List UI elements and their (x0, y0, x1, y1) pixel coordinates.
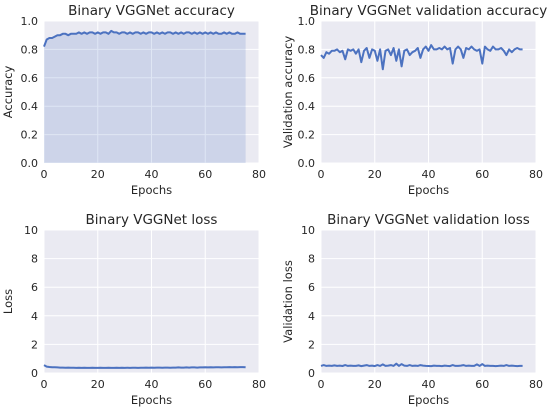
y-tick-label: 0.0 (298, 157, 316, 170)
y-tick-label: 0.0 (21, 157, 39, 170)
x-tick-label: 20 (368, 378, 382, 391)
x-tick-label: 40 (422, 378, 436, 391)
x-tick-label: 0 (318, 168, 325, 181)
y-axis-label: Validation accuracy (281, 36, 295, 149)
x-tick-label: 60 (198, 378, 212, 391)
y-axis-label: Loss (1, 289, 15, 314)
y-tick-label: 8 (308, 253, 315, 266)
y-tick-label: 0 (308, 367, 315, 380)
x-tick-label: 60 (198, 168, 212, 181)
y-tick-label: 0.4 (298, 100, 316, 113)
x-axis-label: Epochs (131, 393, 172, 407)
x-tick-label: 80 (252, 168, 266, 181)
y-tick-label: 8 (31, 253, 38, 266)
y-tick-label: 2 (308, 338, 315, 351)
y-tick-label: 0.4 (21, 100, 39, 113)
x-tick-label: 80 (252, 378, 266, 391)
y-tick-label: 0.2 (298, 129, 316, 142)
x-tick-label: 80 (529, 168, 543, 181)
x-axis-label: Epochs (408, 393, 449, 407)
validation-loss-panel: 0 20 40 60 80 0 2 4 6 8 10 Binary VGGNet validation… (281, 212, 543, 407)
y-tick-label: 10 (301, 224, 315, 237)
chart-title: Binary VGGNet validation accuracy (310, 3, 547, 19)
chart-title: Binary VGGNet validation loss (327, 212, 530, 228)
y-tick-label: 6 (308, 281, 315, 294)
series-line (43, 364, 246, 369)
y-tick-label: 0.2 (21, 129, 39, 142)
x-tick-label: 20 (91, 378, 105, 391)
x-tick-label: 20 (368, 168, 382, 181)
y-tick-label: 6 (31, 281, 38, 294)
x-tick-label: 60 (475, 378, 489, 391)
y-tick-label: 1.0 (298, 15, 316, 28)
y-tick-label: 4 (31, 310, 38, 323)
x-tick-label: 0 (318, 378, 325, 391)
chart-title: Binary VGGNet accuracy (68, 3, 235, 19)
y-tick-label: 10 (24, 224, 38, 237)
accuracy-panel: 0 20 40 60 80 0.0 0.2 0.4 0.6 0.8 1.0 Binary VGGNet… (1, 3, 266, 197)
x-tick-label: 60 (475, 168, 489, 181)
chart-title: Binary VGGNet loss (86, 212, 218, 228)
x-tick-label: 0 (41, 378, 48, 391)
x-tick-label: 80 (529, 378, 543, 391)
x-axis-label: Epochs (131, 183, 172, 197)
y-axis-label: Validation loss (281, 260, 295, 343)
series-line (320, 362, 523, 368)
y-tick-label: 0.6 (21, 72, 39, 85)
series-line (43, 29, 246, 47)
y-tick-label: 2 (31, 338, 38, 351)
series-line (320, 44, 523, 71)
y-tick-label: 4 (308, 310, 315, 323)
x-tick-label: 40 (145, 168, 159, 181)
y-tick-label: 0 (31, 367, 38, 380)
y-tick-label: 0.6 (298, 72, 316, 85)
y-tick-label: 0.8 (298, 43, 316, 56)
x-tick-label: 0 (41, 168, 48, 181)
y-tick-label: 1.0 (21, 15, 39, 28)
series-area-fill (44, 30, 246, 164)
y-axis-label: Accuracy (1, 66, 15, 119)
loss-panel: 0 20 40 60 80 0 2 4 6 8 10 Binary VGGNet loss Epochs… (1, 212, 266, 407)
x-axis-label: Epochs (408, 183, 449, 197)
x-tick-label: 40 (145, 378, 159, 391)
x-tick-label: 40 (422, 168, 436, 181)
x-tick-label: 20 (91, 168, 105, 181)
y-tick-label: 0.8 (21, 43, 39, 56)
